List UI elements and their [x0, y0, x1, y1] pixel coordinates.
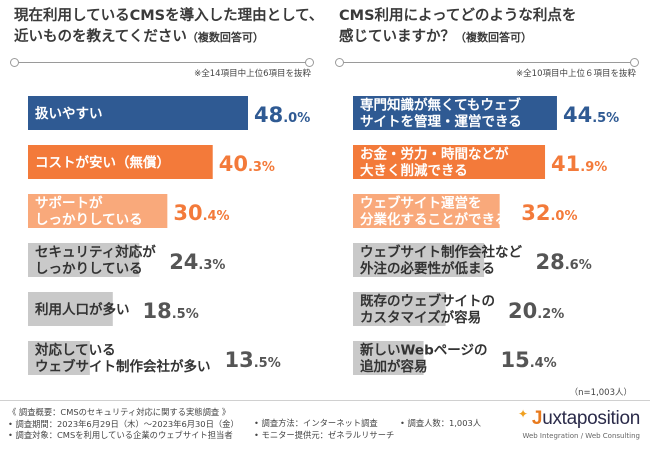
bar-left-3 [28, 194, 168, 228]
left-title-sub: （複数回答可） [186, 31, 264, 44]
bar-right-6 [353, 341, 424, 375]
footer-col-1: 《 調査概要：CMSのセキュリティ対応に関する実態調査 》 • 調査期間：202… [8, 407, 239, 442]
value-label-left-3: 30.4% [173, 201, 229, 225]
left-rule-dot-start [10, 58, 19, 67]
bar-right-1 [353, 96, 557, 130]
footer-divider [0, 400, 650, 401]
left-bar-chart: 扱いやすい 48.0% コストが安い（無償） 40.3% サポートがしっかりしている 30… [28, 96, 310, 376]
left-chart-panel: 現在利用しているCMSを導入した理由として、 近いものを教えてください（複数回答… [0, 0, 325, 400]
value-label-right-3: 32.0% [521, 201, 577, 225]
sparkle-icon: ✦ [517, 407, 528, 421]
right-bar-chart: 専門知識が無くてもウェブサイトを管理・運営できる 44.5% お金・労力・時間などが… [353, 96, 619, 376]
bar-label-right-3: ウェブサイト運営を分業化することができる [360, 195, 508, 229]
logo-wordmark: Juxtaposition [531, 408, 640, 429]
bar-left-5 [28, 292, 113, 326]
right-chart-panel: CMS利用によってどのような利点を 感じていますか？（複数回答可） ※全10項目… [325, 0, 650, 400]
footer-overview: 《 調査概要：CMSのセキュリティ対応に関する実態調査 》 [8, 407, 231, 417]
footer-col-3: • 調査人数：1,003人 [400, 418, 481, 430]
left-chart-title: 現在利用しているCMSを導入した理由として、 近いものを教えてください（複数回答… [14, 6, 324, 48]
sample-size: （n=1,003人） [569, 388, 632, 398]
bar-label-left-5: 利用人口が多い [35, 301, 130, 318]
bar-label-left-6: 対応しているウェブサイト制作会社が多い [34, 342, 211, 376]
juxtaposition-logo: ✦ Juxtaposition Web Integration / Web Co… [517, 405, 640, 447]
right-title-sub: （複数回答可） [455, 31, 532, 44]
footer-target: • 調査対象：CMSを利用している企業のウェブサイト担当者 [8, 430, 233, 440]
bar-label-right-5: 既存のウェブサイトのカスタマイズが容易 [360, 293, 495, 327]
value-label-right-5: 20.2% [508, 299, 564, 323]
value-label-right-4: 28.6% [535, 250, 591, 274]
value-label-left-6: 13.5% [225, 348, 281, 372]
left-rule-dot-end [305, 58, 314, 67]
bar-right-3 [353, 194, 500, 228]
value-label-left-1: 48.0% [254, 103, 310, 127]
footer-col-2: • 調査方法：インターネット調査 • モニター提供元：ゼネラルリサーチ [254, 418, 394, 441]
bar-left-4 [28, 243, 140, 277]
footer-period: • 調査期間：2023年6月29日（木）〜2023年6月30日（金） [8, 418, 239, 429]
bar-label-right-6: 新しいWebページの追加が容易 [360, 342, 487, 376]
bar-label-left-2: コストが安い（無償） [35, 154, 170, 171]
bar-right-2 [353, 145, 546, 179]
right-chart-note: ※全10項目中上位６項目を抜粋 [516, 69, 636, 79]
bar-left-6 [28, 341, 90, 375]
bar-left-1 [28, 96, 248, 130]
bar-right-4 [353, 243, 485, 277]
footer-provider: • モニター提供元：ゼネラルリサーチ [254, 429, 395, 440]
right-title-rule [339, 62, 634, 63]
left-title-line1: 現在利用しているCMSを導入した理由として、 [14, 8, 324, 24]
bar-label-right-1: 専門知識が無くてもウェブサイトを管理・運営できる [360, 97, 522, 131]
bar-label-left-1: 扱いやすい [35, 105, 103, 122]
value-label-left-2: 40.3% [219, 152, 275, 176]
right-title-line2: 感じていますか？ [339, 29, 455, 45]
left-title-rule [14, 62, 309, 63]
left-title-line2: 近いものを教えてください [14, 29, 187, 45]
bar-label-left-3: サポートがしっかりしている [35, 195, 143, 229]
value-label-right-6: 15.4% [500, 348, 556, 372]
left-chart-note: ※全14項目中上位6項目を抜粋 [194, 69, 311, 79]
logo-tagline: Web Integration / Web Consulting [522, 432, 640, 440]
bar-left-2 [28, 145, 213, 179]
bar-label-right-2: お金・労力・時間などが大きく削減できる [360, 146, 509, 180]
bar-label-right-4: ウェブサイト制作会社など外注の必要性が低まる [360, 244, 522, 278]
value-label-left-4: 24.3% [169, 250, 225, 274]
footer-method: • 調査方法：インターネット調査 [254, 418, 378, 428]
bar-label-left-4: セキュリティ対応がしっかりしている [35, 244, 156, 278]
value-label-left-5: 18.5% [143, 299, 199, 323]
right-rule-dot-start [335, 58, 344, 67]
survey-footer: 《 調査概要：CMSのセキュリティ対応に関する実態調査 》 • 調査期間：202… [0, 401, 650, 450]
value-label-right-2: 41.9% [551, 152, 607, 176]
footer-count: • 調査人数：1,003人 [400, 418, 482, 428]
bar-right-5 [353, 292, 446, 326]
value-label-right-1: 44.5% [563, 103, 619, 127]
right-chart-title: CMS利用によってどのような利点を 感じていますか？（複数回答可） [339, 6, 639, 48]
right-title-line1: CMS利用によってどのような利点を [339, 8, 577, 24]
right-rule-dot-end [630, 58, 639, 67]
